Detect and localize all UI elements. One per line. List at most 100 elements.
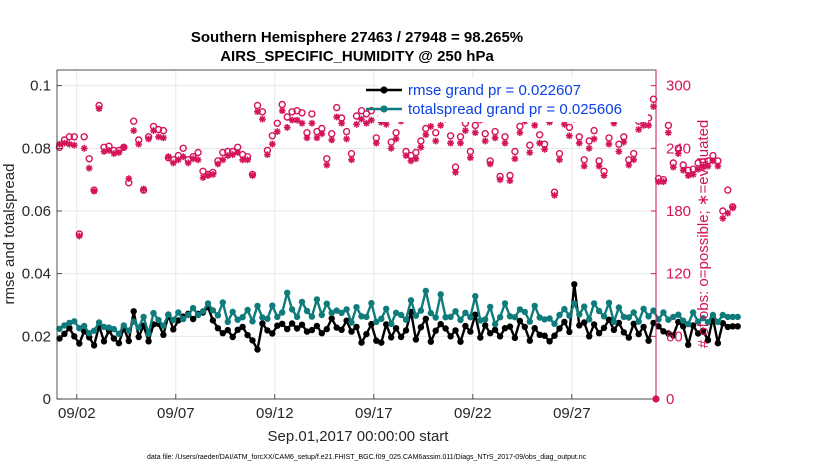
data-point (610, 318, 618, 326)
data-point (437, 320, 444, 328)
data-point (685, 320, 692, 328)
obs-evaluated-marker (169, 159, 177, 167)
y-axis-label: rmse and totalspread (1, 164, 18, 305)
obs-evaluated-marker (80, 144, 88, 152)
data-point (595, 330, 603, 337)
obs-evaluated-marker (526, 149, 534, 156)
obs-evaluated-marker (120, 143, 128, 151)
legend-spread-label: totalspread grand pr = 0.025606 (408, 101, 622, 118)
obs-evaluated-marker (224, 152, 232, 160)
obs-possible-marker (481, 129, 489, 138)
obs-evaluated-marker (308, 119, 316, 127)
y-tick-label: 0.1 (30, 78, 51, 95)
y2-axis-label: # of obs: o=possible; ∗=evaluated (695, 120, 712, 349)
obs-possible-marker (362, 110, 371, 118)
obs-evaluated-marker (110, 150, 118, 157)
data-point (274, 322, 281, 329)
obs-evaluated-marker (674, 150, 682, 157)
obs-evaluated-marker (669, 163, 677, 171)
obs-possible-marker (273, 119, 281, 128)
obs-possible-marker (471, 121, 479, 130)
data-point (541, 316, 548, 323)
data-point (234, 316, 241, 323)
series-0 (56, 281, 741, 353)
data-point (199, 308, 207, 315)
data-point (100, 338, 108, 345)
data-point (576, 322, 583, 329)
data-point (566, 312, 573, 319)
data-point (259, 320, 266, 327)
data-point (105, 324, 113, 331)
data-point (487, 303, 494, 311)
obs-evaluated-marker (640, 121, 648, 129)
data-point (130, 308, 137, 315)
data-point (185, 311, 192, 319)
data-point (640, 305, 647, 312)
data-point (467, 314, 474, 321)
data-point (665, 316, 672, 323)
data-point (496, 333, 504, 340)
obs-evaluated-marker (145, 135, 152, 143)
obs-possible-marker (432, 128, 440, 137)
data-point (521, 323, 528, 331)
data-point (358, 339, 365, 346)
data-point (536, 314, 543, 321)
data-point (293, 325, 301, 332)
obs-evaluated-marker (694, 165, 702, 173)
obs-evaluated-marker (239, 156, 247, 164)
data-point (293, 313, 301, 321)
data-point (689, 309, 697, 316)
obs-evaluated-marker (546, 118, 553, 126)
data-point (288, 306, 296, 313)
x-tick-label: 09/27 (553, 405, 591, 422)
data-point (590, 300, 598, 307)
data-point (531, 325, 538, 332)
obs-possible-marker (664, 121, 673, 130)
data-point (590, 321, 598, 328)
data-point (363, 330, 370, 338)
data-point (328, 309, 335, 316)
data-point (313, 322, 321, 330)
data-point (224, 318, 231, 326)
obs-evaluated-marker (85, 164, 93, 172)
obs-evaluated-marker (70, 141, 78, 149)
obs-evaluated-marker (511, 155, 519, 163)
data-point (487, 330, 494, 337)
data-point (615, 304, 623, 311)
data-point (506, 323, 514, 330)
data-point (724, 313, 731, 321)
data-point (204, 300, 212, 307)
data-point (288, 320, 296, 327)
data-point (427, 338, 434, 345)
data-point (625, 314, 632, 321)
data-point (378, 315, 385, 322)
data-point (90, 327, 98, 334)
obs-possible-marker (352, 112, 361, 120)
y-tick-label: 0.02 (22, 328, 51, 345)
data-point (501, 300, 509, 307)
data-point (511, 334, 519, 342)
obs-evaluated-marker (491, 134, 499, 142)
legend-spread-marker (380, 105, 388, 113)
obs-evaluated-marker (75, 232, 83, 240)
data-point (323, 300, 330, 307)
obs-possible-marker (268, 132, 276, 140)
obs-evaluated-marker (392, 135, 400, 143)
obs-evaluated-marker (660, 178, 667, 186)
obs-evaluated-marker (387, 144, 395, 152)
data-point (269, 302, 276, 309)
data-point (397, 311, 405, 319)
obs-evaluated-marker (268, 140, 276, 148)
data-point (546, 338, 553, 345)
data-point (417, 324, 425, 331)
data-point (645, 313, 652, 320)
data-point (259, 314, 266, 321)
data-point (531, 302, 538, 310)
data-point (650, 307, 657, 314)
obs-evaluated-marker (585, 144, 593, 152)
data-point (160, 331, 167, 338)
obs-evaluated-marker (575, 139, 583, 147)
data-point (397, 333, 405, 341)
obs-possible-marker (283, 113, 291, 121)
data-point (556, 325, 563, 332)
